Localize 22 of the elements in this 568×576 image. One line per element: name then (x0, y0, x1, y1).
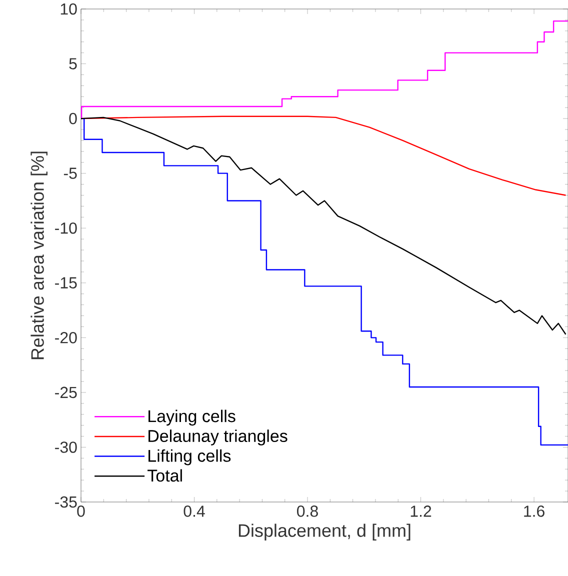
legend-label: Delaunay triangles (148, 430, 288, 446)
y-tick-label: -20 (55, 332, 77, 344)
legend-label: Total (148, 469, 182, 482)
x-tick-label: 0.8 (297, 506, 318, 517)
y-tick-label: -5 (64, 168, 77, 179)
y-tick-label: -35 (55, 496, 77, 508)
y-tick-label: 0 (69, 112, 77, 124)
y-tick-label: -30 (55, 442, 77, 453)
x-tick-label: 1.2 (410, 506, 432, 517)
x-tick-label: 0.4 (184, 506, 205, 517)
y-tick-label: 10 (60, 3, 77, 15)
y-tick-label: -10 (55, 222, 77, 234)
y-axis-title: Relative area variation [%] (30, 152, 48, 360)
legend-label: Laying cells (148, 410, 236, 426)
x-tick-label: 1.6 (524, 506, 544, 517)
y-tick-label: 5 (69, 58, 77, 70)
line-series (81, 116, 566, 335)
y-tick-label: -25 (55, 386, 77, 398)
legend-label: Lifting cells (148, 449, 231, 466)
x-tick-label: 0 (77, 506, 85, 517)
x-axis-title: Displacement, d [mm] (238, 524, 410, 541)
y-tick-label: -15 (55, 277, 77, 288)
